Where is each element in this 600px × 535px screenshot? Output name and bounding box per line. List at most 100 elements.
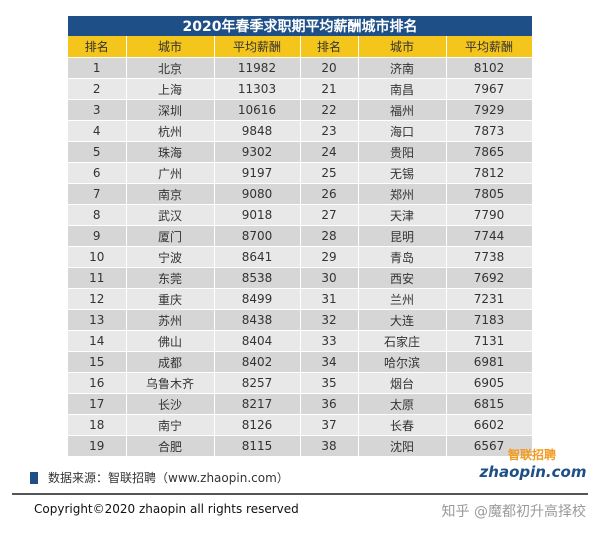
salary-cell: 11303	[214, 78, 301, 100]
city-cell: 北京	[126, 57, 215, 79]
table-row: 16 乌鲁木齐 8257 35 烟台 6905	[68, 372, 533, 394]
table-row: 1 北京 11982 20 济南 8102	[68, 57, 533, 79]
rank-cell: 2	[68, 78, 127, 100]
table-row: 18 南宁 8126 37 长春 6602	[68, 414, 533, 436]
salary-cell: 8438	[214, 309, 301, 331]
data-source: 数据来源：智联招聘（www.zhaopin.com）	[30, 469, 289, 486]
header-rank: 排名	[300, 36, 359, 58]
header-city: 城市	[126, 36, 215, 58]
salary-cell: 8402	[214, 351, 301, 373]
city-cell: 成都	[126, 351, 215, 373]
city-cell: 郑州	[358, 183, 447, 205]
rank-cell: 9	[68, 225, 127, 247]
salary-cell: 7744	[446, 225, 533, 247]
rank-cell: 34	[300, 351, 359, 373]
rank-cell: 37	[300, 414, 359, 436]
city-cell: 南京	[126, 183, 215, 205]
rank-cell: 26	[300, 183, 359, 205]
salary-cell: 6981	[446, 351, 533, 373]
salary-cell: 8499	[214, 288, 301, 310]
table-row: 12 重庆 8499 31 兰州 7231	[68, 288, 533, 310]
salary-cell: 11982	[214, 57, 301, 79]
salary-cell: 8126	[214, 414, 301, 436]
city-cell: 济南	[358, 57, 447, 79]
city-cell: 合肥	[126, 435, 215, 456]
city-cell: 南宁	[126, 414, 215, 436]
salary-cell: 8404	[214, 330, 301, 352]
salary-cell: 7873	[446, 120, 533, 142]
table-row: 6 广州 9197 25 无锡 7812	[68, 162, 533, 184]
salary-cell: 7131	[446, 330, 533, 352]
header-rank: 排名	[68, 36, 127, 58]
salary-cell: 6905	[446, 372, 533, 394]
table-title: 2020年春季求职期平均薪酬城市排名	[68, 16, 532, 36]
table-row: 19 合肥 8115 38 沈阳 6567	[68, 435, 533, 456]
city-cell: 苏州	[126, 309, 215, 331]
city-cell: 西安	[358, 267, 447, 289]
table-row: 17 长沙 8217 36 太原 6815	[68, 393, 533, 415]
rank-cell: 13	[68, 309, 127, 331]
rank-cell: 23	[300, 120, 359, 142]
salary-cell: 8641	[214, 246, 301, 268]
city-cell: 宁波	[126, 246, 215, 268]
salary-cell: 8217	[214, 393, 301, 415]
city-cell: 贵阳	[358, 141, 447, 163]
rank-cell: 12	[68, 288, 127, 310]
city-cell: 大连	[358, 309, 447, 331]
rank-cell: 18	[68, 414, 127, 436]
copyright: Copyright©2020 zhaopin all rights reserv…	[34, 502, 299, 516]
logo-text-bottom: zhaopin.com	[479, 463, 587, 481]
salary-cell: 10616	[214, 99, 301, 121]
rank-cell: 10	[68, 246, 127, 268]
salary-cell: 7929	[446, 99, 533, 121]
table-row: 7 南京 9080 26 郑州 7805	[68, 183, 533, 205]
rank-cell: 36	[300, 393, 359, 415]
source-marker	[30, 471, 38, 484]
rank-cell: 38	[300, 435, 359, 456]
city-cell: 东莞	[126, 267, 215, 289]
rank-cell: 3	[68, 99, 127, 121]
salary-cell: 7812	[446, 162, 533, 184]
table-header-row: 排名 城市 平均薪酬 排名 城市 平均薪酬	[68, 36, 533, 58]
salary-cell: 9080	[214, 183, 301, 205]
rank-cell: 19	[68, 435, 127, 456]
divider	[12, 493, 588, 495]
salary-cell: 8538	[214, 267, 301, 289]
rank-cell: 29	[300, 246, 359, 268]
salary-cell: 8257	[214, 372, 301, 394]
city-cell: 烟台	[358, 372, 447, 394]
rank-cell: 21	[300, 78, 359, 100]
city-cell: 长沙	[126, 393, 215, 415]
rank-cell: 5	[68, 141, 127, 163]
rank-cell: 7	[68, 183, 127, 205]
salary-cell: 7738	[446, 246, 533, 268]
city-cell: 南昌	[358, 78, 447, 100]
rank-cell: 16	[68, 372, 127, 394]
city-cell: 哈尔滨	[358, 351, 447, 373]
city-cell: 广州	[126, 162, 215, 184]
rank-cell: 15	[68, 351, 127, 373]
table-row: 10 宁波 8641 29 青岛 7738	[68, 246, 533, 268]
city-cell: 珠海	[126, 141, 215, 163]
zhaopin-logo: 智联招聘 zhaopin.com	[479, 447, 587, 481]
rank-cell: 4	[68, 120, 127, 142]
table-row: 8 武汉 9018 27 天津 7790	[68, 204, 533, 226]
city-cell: 杭州	[126, 120, 215, 142]
salary-cell: 7865	[446, 141, 533, 163]
table-row: 9 厦门 8700 28 昆明 7744	[68, 225, 533, 247]
table-row: 4 杭州 9848 23 海口 7873	[68, 120, 533, 142]
salary-ranking-table: 排名 城市 平均薪酬 排名 城市 平均薪酬 1 北京 11982 20 济南 8102 2 上…	[68, 36, 533, 456]
salary-cell: 7790	[446, 204, 533, 226]
rank-cell: 33	[300, 330, 359, 352]
salary-cell: 8115	[214, 435, 301, 456]
city-cell: 沈阳	[358, 435, 447, 456]
city-cell: 武汉	[126, 204, 215, 226]
rank-cell: 11	[68, 267, 127, 289]
rank-cell: 28	[300, 225, 359, 247]
watermark: 知乎 @魔都初升高择校	[441, 504, 586, 520]
table-row: 15 成都 8402 34 哈尔滨 6981	[68, 351, 533, 373]
salary-cell: 7692	[446, 267, 533, 289]
salary-cell: 6815	[446, 393, 533, 415]
rank-cell: 6	[68, 162, 127, 184]
salary-cell: 9302	[214, 141, 301, 163]
